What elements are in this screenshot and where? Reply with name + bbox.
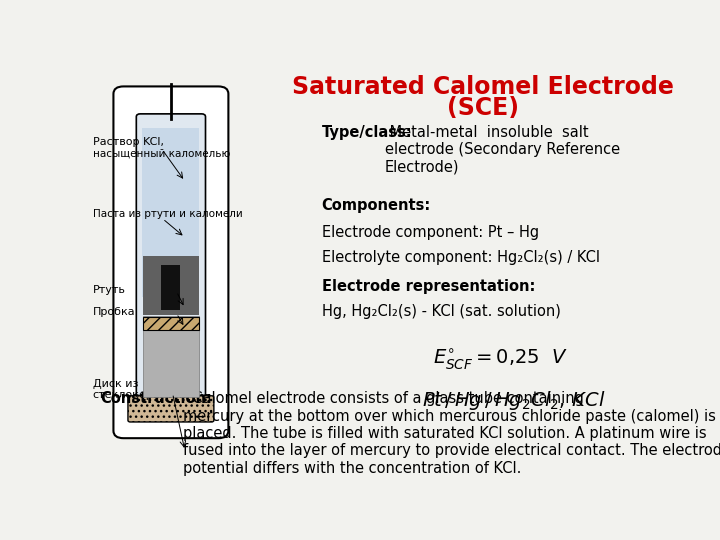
Text: (SCE): (SCE) <box>447 96 519 120</box>
Text: Пробка: Пробка <box>93 307 135 317</box>
Text: Electrode component: Pt – Hg: Electrode component: Pt – Hg <box>322 225 539 240</box>
FancyBboxPatch shape <box>114 86 228 438</box>
Text: $Pt\,/\,Hg\,/\,Hg_2Cl_2,\,KCl$: $Pt\,/\,Hg\,/\,Hg_2Cl_2,\,KCl$ <box>422 389 606 412</box>
Text: Type/class:: Type/class: <box>322 125 412 140</box>
Bar <box>143 316 199 397</box>
Bar <box>143 317 199 330</box>
Text: Hg, Hg₂Cl₂(s) - KCl (sat. solution): Hg, Hg₂Cl₂(s) - KCl (sat. solution) <box>322 304 560 319</box>
FancyBboxPatch shape <box>136 114 205 411</box>
Bar <box>161 265 181 310</box>
Text: Saturated Calomel Electrode: Saturated Calomel Electrode <box>292 75 675 99</box>
Text: Диск из: Диск из <box>93 379 138 389</box>
Text: Electrode representation:: Electrode representation: <box>322 279 535 294</box>
Text: насыщенный каломелью: насыщенный каломелью <box>93 148 230 158</box>
Text: Components:: Components: <box>322 198 431 213</box>
Text: Metal-metal  insoluble  salt
electrode (Secondary Reference
Electrode): Metal-metal insoluble salt electrode (Se… <box>384 125 620 175</box>
Text: Ртуть: Ртуть <box>93 285 126 295</box>
Bar <box>143 129 199 297</box>
Text: $E^{\circ}_{SCF} = 0{,}25\ \ V$: $E^{\circ}_{SCF} = 0{,}25\ \ V$ <box>433 348 569 372</box>
Text: Construction:: Construction: <box>100 391 212 406</box>
Text: Electrolyte component: Hg₂Cl₂(s) / KCl: Electrolyte component: Hg₂Cl₂(s) / KCl <box>322 250 600 265</box>
Text: Паста из ртути и каломели: Паста из ртути и каломели <box>93 210 243 219</box>
Text: Calomel electrode consists of a glass tube containing
mercury at the bottom over: Calomel electrode consists of a glass tu… <box>183 391 720 476</box>
Bar <box>143 256 199 315</box>
Text: Раствор KCl,: Раствор KCl, <box>93 137 163 147</box>
Text: стеклокерамики: стеклокерамики <box>93 389 190 400</box>
FancyBboxPatch shape <box>128 396 214 422</box>
